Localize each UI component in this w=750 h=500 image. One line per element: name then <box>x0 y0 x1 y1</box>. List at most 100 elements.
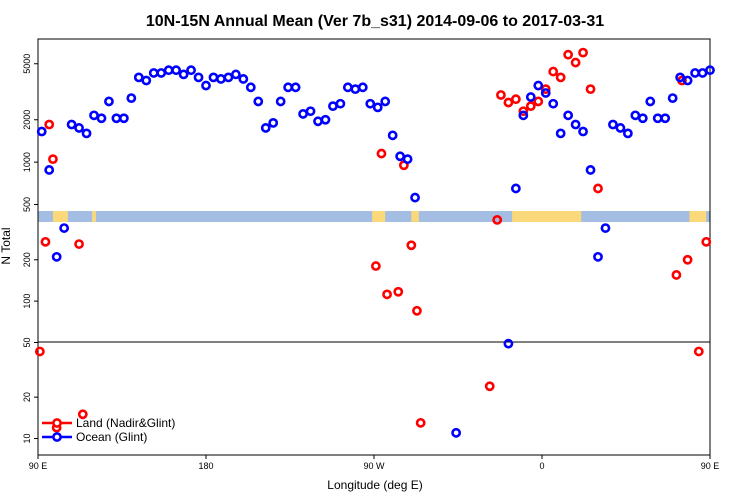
ocean-data-point <box>44 165 55 175</box>
x-axis-ticks: 90 E 180 90 W 0 90 E <box>29 455 719 471</box>
land-data-point <box>585 84 596 95</box>
y-tick-label: 2000 <box>22 110 32 130</box>
x-tick-label: 180 <box>198 461 213 471</box>
ocean-data-point <box>156 68 167 78</box>
ocean-data-point <box>260 123 271 133</box>
land-data-point <box>525 101 536 112</box>
x-tick-label: 90 E <box>29 461 48 471</box>
y-tick-label: 50 <box>22 337 32 347</box>
ocean-data-point <box>503 338 514 349</box>
ocean-data-point <box>622 128 633 139</box>
land-data-point <box>44 119 55 130</box>
ocean-data-point <box>540 88 551 98</box>
legend-marker <box>52 418 62 428</box>
y-tick-label: 500 <box>22 197 32 212</box>
ocean-data-point <box>518 110 529 121</box>
ocean-data-point <box>365 98 376 109</box>
ocean-data-point <box>510 183 521 194</box>
ocean-data-point <box>533 80 544 91</box>
ocean-data-point <box>395 151 406 162</box>
ocean-data-point <box>593 251 603 262</box>
land-data-point <box>555 72 566 83</box>
ocean-data-point <box>186 65 196 76</box>
ocean-data-point <box>163 65 174 76</box>
land-data-point <box>382 289 392 300</box>
ocean-data-point <box>660 113 671 124</box>
ocean-data-point <box>335 98 346 109</box>
ocean-data-point <box>675 72 686 83</box>
y-tick-label: 5000 <box>22 54 32 74</box>
ocean-data-point <box>563 110 574 121</box>
ocean-data-point <box>81 128 92 139</box>
ocean-data-point <box>298 109 308 119</box>
ocean-data-point <box>402 154 413 165</box>
ocean-data-point <box>268 117 279 128</box>
land-data-point <box>548 66 559 77</box>
land-data-point <box>533 96 544 107</box>
ocean-data-point <box>357 82 368 93</box>
land-data-point <box>518 106 529 117</box>
ocean-data-point <box>630 110 641 121</box>
land-data-point <box>701 236 712 247</box>
ocean-data-point <box>697 68 708 78</box>
ocean-data-point <box>208 72 219 83</box>
ocean-data-point <box>372 102 383 113</box>
ocean-data-point <box>66 119 77 130</box>
ocean-data-point <box>570 119 581 130</box>
ocean-data-point <box>645 96 656 107</box>
land-data-point <box>393 286 404 297</box>
ocean-data-point <box>104 96 114 107</box>
ocean-data-point <box>637 113 648 124</box>
land-data-point <box>415 417 426 428</box>
x-tick-label: 90 W <box>363 461 385 471</box>
ocean-data-point <box>148 68 159 78</box>
land-band-segment <box>52 211 68 222</box>
land-mask-band <box>38 211 710 222</box>
ocean-data-point <box>283 82 294 93</box>
ocean-data-point <box>133 72 144 83</box>
ocean-data-point <box>548 98 559 109</box>
legend: Land (Nadir&Glint)Ocean (Glint) <box>42 416 175 444</box>
ocean-data-point <box>313 116 323 127</box>
ocean-data-point <box>682 75 693 86</box>
ocean-data-point <box>305 106 316 117</box>
ocean-data-point <box>615 123 626 133</box>
ocean-data-point <box>178 69 189 80</box>
ocean-data-point <box>230 69 241 80</box>
ocean-data-point <box>171 65 182 76</box>
land-data-point <box>578 47 588 58</box>
land-data-point <box>496 90 506 100</box>
ocean-data-point <box>216 74 226 84</box>
ocean-data-point <box>111 113 122 124</box>
ocean-data-point <box>328 101 338 112</box>
land-data-point <box>593 183 603 194</box>
ocean-data-point <box>690 68 700 78</box>
legend-label: Ocean (Glint) <box>76 430 147 444</box>
x-tick-label: 0 <box>539 461 544 471</box>
ocean-data-point <box>350 84 361 95</box>
ocean-data-point <box>667 93 678 104</box>
ocean-data-point <box>600 223 611 233</box>
ocean-data-point <box>193 72 204 83</box>
y-tick-label: 100 <box>22 294 32 309</box>
ocean-data-point <box>342 82 353 93</box>
land-data-point <box>48 154 58 165</box>
land-data-point <box>671 270 682 280</box>
ocean-data-point <box>555 128 566 139</box>
land-data-point <box>370 261 381 271</box>
land-data-point <box>492 215 503 225</box>
ocean-data-point <box>451 427 462 438</box>
land-data-point <box>682 254 693 265</box>
ocean-data-point <box>201 80 211 91</box>
land-data-point <box>693 346 704 357</box>
ocean-data-point <box>118 113 129 124</box>
land-data-point <box>376 148 387 159</box>
ocean-data-point <box>96 113 107 124</box>
x-axis-title: Longitude (deg E) <box>327 478 422 492</box>
ocean-data-point <box>223 72 234 83</box>
ocean-series <box>36 65 715 438</box>
y-axis-title: N Total <box>0 227 13 264</box>
ocean-data-point <box>410 192 420 203</box>
ocean-data-point <box>238 74 249 84</box>
